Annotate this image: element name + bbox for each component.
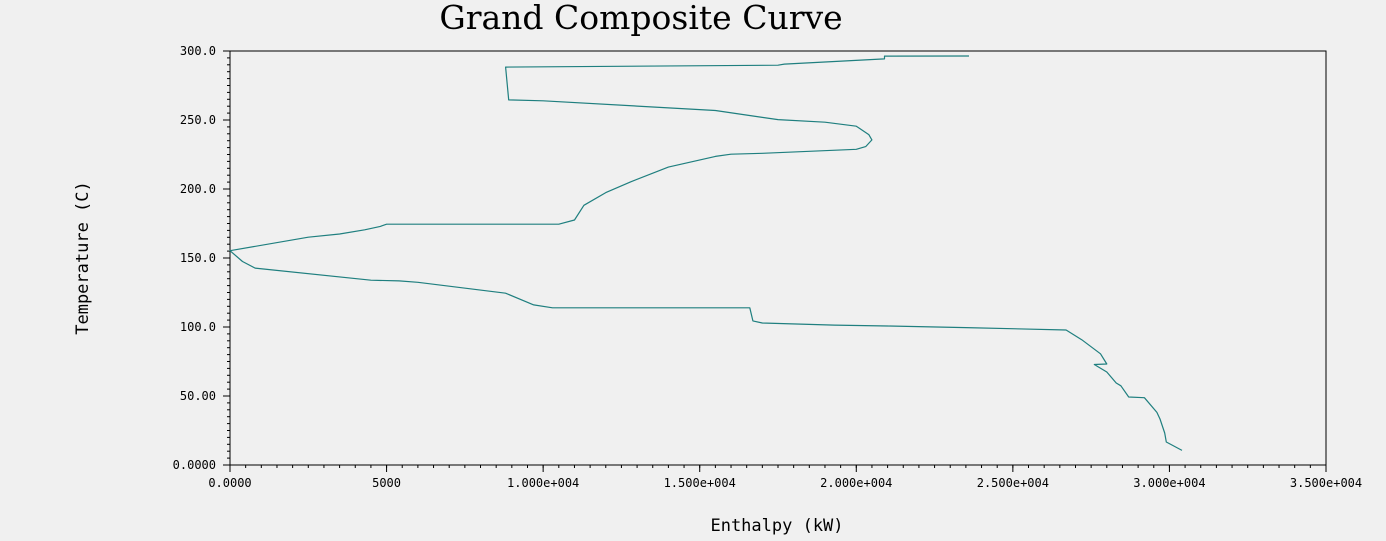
x-tick-label: 2.000e+004: [820, 476, 892, 490]
x-tick-label: 0.0000: [208, 476, 251, 490]
x-tick-label: 1.000e+004: [507, 476, 579, 490]
y-tick-label: 150.0: [180, 251, 216, 265]
y-tick-label: 250.0: [180, 113, 216, 127]
chart-title: Grand Composite Curve: [439, 0, 842, 37]
x-axis-ticks: 0.0000 5000 1.000e+004 1.500e+004 2.000e+004…: [208, 465, 1362, 490]
y-tick-label: 200.0: [180, 182, 216, 196]
x-tick-label: 2.500e+004: [977, 476, 1049, 490]
y-tick-label: 300.0: [180, 44, 216, 58]
series-layer: [229, 55, 1183, 451]
x-tick-label: 3.500e+004: [1290, 476, 1362, 490]
x-axis-label: Enthalpy (kW): [710, 516, 843, 536]
y-axis-label: Temperature (C): [73, 181, 93, 335]
x-tick-label: 5000: [372, 476, 401, 490]
y-tick-label: 100.0: [180, 320, 216, 334]
y-axis-ticks: 0.0000 50.00 100.0 150.0 200.0 250.0 300.0: [173, 44, 230, 472]
x-tick-label: 3.000e+004: [1133, 476, 1205, 490]
y-tick-label: 0.0000: [173, 458, 216, 472]
y-tick-label: 50.00: [180, 389, 216, 403]
x-tick-label: 1.500e+004: [664, 476, 736, 490]
plot-frame: [229, 50, 1327, 466]
series-line: [229, 55, 1183, 451]
